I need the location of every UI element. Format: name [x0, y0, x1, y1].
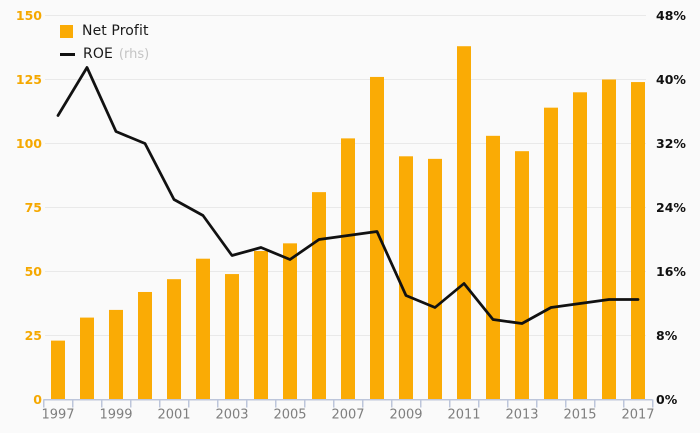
bar-2008[interactable]	[370, 76, 384, 400]
bar-1998[interactable]	[80, 317, 94, 400]
x-axis-label-2005: 2005	[273, 408, 306, 423]
bar-2014[interactable]	[544, 107, 558, 400]
left-axis-label-125: 125	[16, 72, 42, 87]
bar-2011[interactable]	[457, 46, 471, 400]
right-axis-label-24%: 24%	[656, 200, 686, 215]
roe-swatch-icon	[60, 52, 75, 56]
left-axis-label-25: 25	[25, 328, 42, 343]
right-axis-label-16%: 16%	[656, 264, 686, 279]
right-axis-label-0%: 0%	[656, 392, 678, 407]
roe-line[interactable]	[56, 66, 640, 325]
net-profit-swatch-icon	[60, 24, 73, 38]
x-axis-label-2013: 2013	[505, 408, 538, 423]
x-axis-label-1997: 1997	[41, 408, 74, 423]
x-axis-label-2015: 2015	[563, 408, 596, 423]
x-axis-label-2011: 2011	[447, 408, 480, 423]
bar-2001[interactable]	[167, 279, 181, 400]
bar-2006[interactable]	[312, 192, 326, 400]
legend-label-net-profit: Net Profit	[82, 23, 149, 39]
left-axis-label-150: 150	[16, 8, 42, 23]
left-axis-label-100: 100	[16, 136, 42, 151]
x-axis-label-2017: 2017	[621, 408, 654, 423]
bar-1999[interactable]	[109, 309, 123, 400]
x-axis-label-2007: 2007	[331, 408, 364, 423]
bar-2015[interactable]	[573, 92, 587, 400]
bar-2003[interactable]	[225, 274, 239, 400]
x-axis-label-2009: 2009	[389, 408, 422, 423]
legend-note-rhs: (rhs)	[118, 46, 150, 62]
chart-legend: Net Profit ROE (rhs)	[60, 22, 149, 63]
bar-2002[interactable]	[196, 258, 210, 400]
legend-item-net-profit[interactable]: Net Profit	[60, 22, 149, 40]
bar-2004[interactable]	[254, 251, 268, 400]
x-axis-label-1999: 1999	[99, 408, 132, 423]
bar-1997[interactable]	[51, 340, 65, 400]
left-axis-label-50: 50	[25, 264, 43, 279]
left-axis-label-0: 0	[33, 392, 42, 407]
legend-label-roe: ROE	[83, 46, 113, 62]
right-axis-label-40%: 40%	[656, 72, 686, 87]
left-axis-label-75: 75	[25, 200, 42, 215]
bar-2016[interactable]	[602, 79, 616, 400]
x-axis-label-2001: 2001	[157, 408, 190, 423]
bar-2013[interactable]	[515, 151, 529, 400]
bar-2000[interactable]	[138, 291, 152, 400]
bar-2012[interactable]	[486, 135, 500, 400]
bar-2007[interactable]	[341, 138, 355, 400]
bar-2005[interactable]	[283, 243, 297, 400]
bar-2009[interactable]	[399, 156, 413, 400]
bar-2010[interactable]	[428, 158, 442, 400]
legend-item-roe[interactable]: ROE (rhs)	[60, 45, 149, 63]
right-axis-label-48%: 48%	[656, 8, 686, 23]
bar-2017[interactable]	[631, 82, 645, 400]
right-axis-label-32%: 32%	[656, 136, 686, 151]
right-axis-label-8%: 8%	[656, 328, 678, 343]
x-axis-label-2003: 2003	[215, 408, 248, 423]
